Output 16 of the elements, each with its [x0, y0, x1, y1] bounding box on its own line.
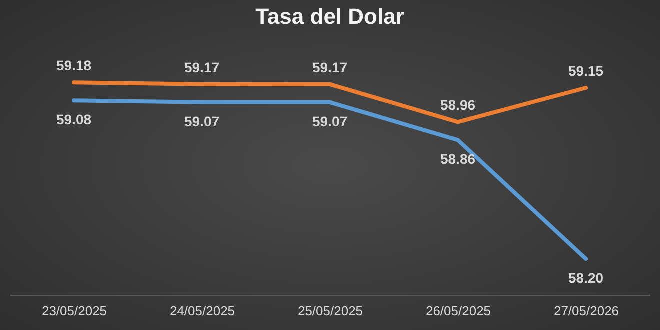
data-label: 59.08	[56, 112, 92, 128]
data-label: 59.17	[184, 59, 220, 76]
data-label: 58.96	[440, 97, 476, 114]
data-label: 58.20	[568, 270, 604, 286]
x-tick-label: 25/05/2025	[298, 304, 364, 318]
x-tick-label: 26/05/2025	[426, 304, 492, 318]
data-label: 59.15	[568, 63, 604, 79]
x-tick-label: 27/05/2026	[554, 304, 620, 318]
chart-title: Tasa del Dolar	[256, 4, 405, 29]
data-label: 59.07	[312, 113, 348, 130]
data-label: 59.17	[312, 59, 348, 76]
x-tick-label: 23/05/2025	[42, 304, 108, 318]
x-tick-label: 24/05/2025	[170, 304, 236, 318]
data-label: 58.86	[440, 151, 476, 168]
data-label: 59.07	[184, 113, 220, 130]
data-label: 59.18	[56, 58, 92, 74]
